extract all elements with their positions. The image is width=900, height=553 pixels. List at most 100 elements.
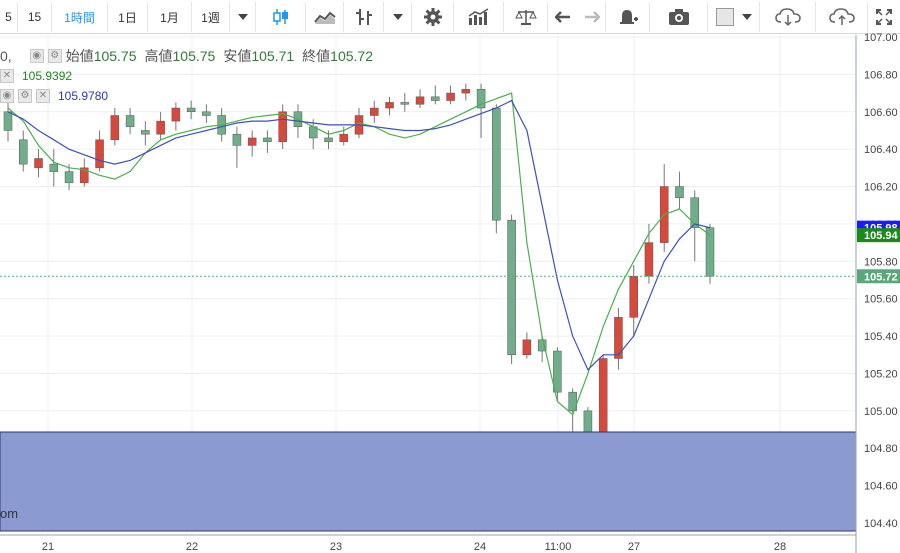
chevron-down-icon <box>741 14 752 20</box>
interval-15-label: 15 <box>27 10 42 24</box>
candle-body <box>141 130 150 135</box>
style-dropdown-button[interactable] <box>384 2 412 32</box>
candle-body <box>553 350 562 393</box>
undo-icon <box>555 11 570 23</box>
settings-button[interactable] <box>412 2 454 32</box>
fullscreen-button[interactable] <box>868 2 900 32</box>
price-tick-label: 106.20 <box>864 182 898 194</box>
price-tick-label: 105.60 <box>864 294 898 306</box>
price-tick-label: 105.00 <box>864 406 898 418</box>
ma-fast-legend: ✕ 105.9392 <box>0 67 72 85</box>
symbol-prefix: 0, <box>0 48 12 64</box>
toolbar: 5 15 1時間 1日 1月 1週 <box>0 0 900 34</box>
load-chart-button[interactable] <box>760 2 816 32</box>
candle-body <box>568 391 577 412</box>
candle-body <box>370 107 379 116</box>
ohlc-legend: 0, ◉ ⚙ 始値 105.75 高値 105.75 安値 105.71 終値 … <box>0 47 381 65</box>
bars-style-button[interactable] <box>344 2 384 32</box>
interval-1m-label: 1月 <box>160 10 179 25</box>
alerts-button[interactable] <box>606 2 650 32</box>
close-icon[interactable]: ✕ <box>0 69 14 83</box>
candle-body <box>415 96 425 105</box>
time-tick-label: 11:00 <box>545 541 572 553</box>
interval-15-button[interactable]: 15 <box>18 2 52 32</box>
interval-1d-button[interactable]: 1日 <box>108 2 148 32</box>
candle-body <box>247 137 257 146</box>
candle-body <box>278 111 287 142</box>
candle-body <box>263 137 272 142</box>
close-icon[interactable]: ✕ <box>36 89 50 103</box>
candle-body <box>400 102 410 105</box>
close-label: 終値 <box>302 48 331 64</box>
candle-body <box>339 133 348 142</box>
fullscreen-icon <box>876 9 892 25</box>
ma-slow-line <box>7 99 711 371</box>
price-badge <box>857 269 900 284</box>
gear-icon[interactable]: ⚙ <box>18 89 32 103</box>
price-badge <box>857 228 900 243</box>
gear-icon[interactable]: ⚙ <box>47 49 62 63</box>
area-style-button[interactable] <box>306 2 344 32</box>
candle-body <box>476 89 486 109</box>
candle-body <box>461 89 471 94</box>
price-badge-label: 105.72 <box>864 271 898 283</box>
candle-body <box>110 115 120 141</box>
candle-body <box>690 197 699 228</box>
color-picker-button[interactable] <box>708 2 760 32</box>
interval-1w-button[interactable]: 1週 <box>192 2 230 32</box>
candle-body <box>537 339 547 352</box>
price-tick-label: 105.20 <box>864 368 898 380</box>
candlestick-icon <box>272 9 288 25</box>
low-value: 105.71 <box>251 48 295 64</box>
candle-body <box>492 107 501 221</box>
candle-body <box>431 96 440 101</box>
interval-dropdown-button[interactable] <box>230 2 256 32</box>
eye-icon[interactable]: ◉ <box>29 49 44 63</box>
interval-5-button[interactable]: 5 <box>0 2 18 32</box>
low-label: 安値 <box>223 48 252 64</box>
candle-body <box>3 111 13 131</box>
area-chart-icon <box>313 11 336 24</box>
compare-button[interactable] <box>504 2 548 32</box>
candle-body <box>385 102 394 109</box>
chevron-down-icon <box>237 14 248 20</box>
candle-body <box>202 111 211 116</box>
cloud-download-icon <box>774 8 801 27</box>
candle-body <box>34 158 43 169</box>
ma-fast-value: 105.9392 <box>22 69 73 83</box>
candle-body <box>186 107 196 113</box>
candle-body <box>64 171 74 184</box>
save-chart-button[interactable] <box>816 2 868 32</box>
candle-body <box>156 120 165 135</box>
screenshot-button[interactable] <box>650 2 708 32</box>
price-tick-label: 106.40 <box>864 144 898 156</box>
eye-icon[interactable]: ◉ <box>0 89 14 103</box>
price-tick-label: 104.80 <box>864 443 898 455</box>
candle-body <box>614 317 623 359</box>
high-label: 高値 <box>144 48 173 64</box>
redo-icon <box>584 11 600 23</box>
gear-icon <box>423 8 442 26</box>
cloud-upload-icon <box>828 8 855 25</box>
price-tick-label: 104.40 <box>864 518 898 530</box>
close-value: 105.72 <box>330 48 373 64</box>
indicators-button[interactable] <box>454 2 504 32</box>
candle-body <box>171 107 181 122</box>
candles-style-button[interactable] <box>256 2 306 32</box>
legend: 0, ◉ ⚙ 始値 105.75 高値 105.75 安値 105.71 終値 … <box>0 40 500 110</box>
interval-1h-label: 1時間 <box>64 10 95 25</box>
camera-icon <box>668 9 689 25</box>
candle-body <box>675 186 684 199</box>
time-tick-label: 21 <box>42 541 54 553</box>
interval-1h-button[interactable]: 1時間 <box>52 2 108 32</box>
undo-button[interactable] <box>548 2 578 32</box>
time-tick-label: 24 <box>474 541 486 553</box>
time-tick-label: 28 <box>774 541 786 553</box>
redo-button[interactable] <box>578 2 606 32</box>
candle-body <box>446 92 455 101</box>
candle-body <box>507 219 516 356</box>
price-axis <box>856 35 900 553</box>
interval-1m-button[interactable]: 1月 <box>148 2 192 32</box>
